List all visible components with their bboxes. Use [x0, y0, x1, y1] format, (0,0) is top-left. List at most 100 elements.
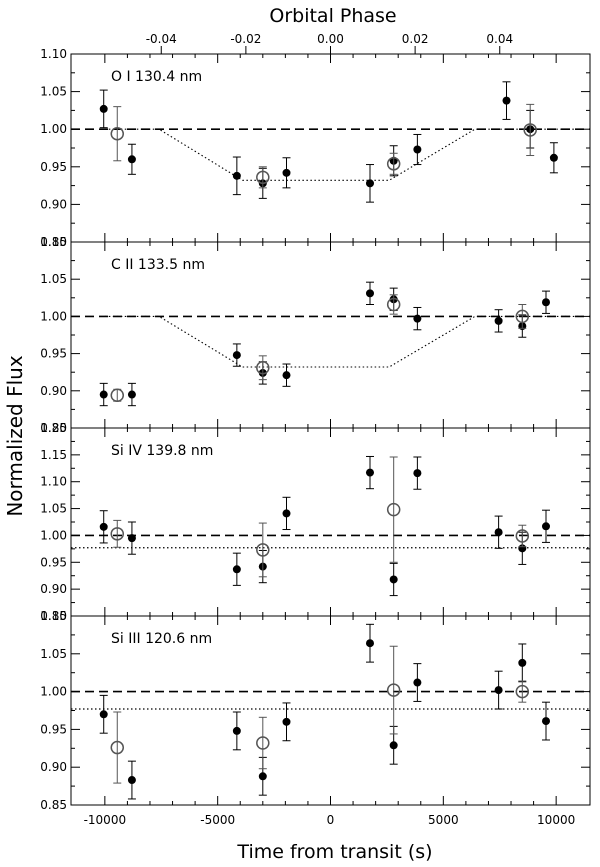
y-tick-label: 1.20 — [40, 421, 67, 435]
data-point — [365, 179, 374, 188]
y-tick-label: 0.95 — [40, 347, 67, 361]
data-point — [518, 658, 527, 667]
transit-model-line — [104, 128, 579, 181]
x-tick-label: -10000 — [84, 813, 127, 827]
x-tick-label: 0 — [327, 813, 335, 827]
data-point — [232, 726, 241, 735]
data-point — [258, 772, 267, 781]
top-axis-label: Orbital Phase — [269, 5, 396, 27]
top-tick-label: 0.04 — [486, 32, 513, 46]
panel-1: 0.85 0.90 0.95 1.00 1.05 1.10 O I 130.4 nm — [40, 47, 591, 249]
y-tick-label: 0.85 — [40, 798, 67, 812]
x-tick-label: 10000 — [537, 813, 575, 827]
panels: 0.850.900.951.001.051.10O I 130.4 nm0.85… — [40, 47, 591, 812]
data-point — [232, 565, 241, 574]
x-tick-label: -5000 — [200, 813, 235, 827]
data-point — [494, 686, 503, 695]
binned-point — [386, 502, 401, 517]
transit-model-line — [104, 315, 579, 368]
y-tick-label: 1.00 — [40, 309, 67, 323]
binned-point — [515, 684, 530, 699]
data-point — [282, 509, 291, 518]
y-tick-label: 1.05 — [40, 272, 67, 286]
y-tick-label: 1.15 — [40, 448, 67, 462]
binned-point — [110, 740, 125, 755]
y-tick-label: 1.05 — [40, 85, 67, 99]
top-phase-ticks: -0.04 -0.02 0.00 0.02 0.04 — [146, 32, 513, 54]
data-point — [365, 289, 374, 298]
data-point — [127, 390, 136, 399]
binned-point — [386, 157, 401, 171]
y-tick-label: 0.95 — [40, 722, 67, 736]
x-axis-label: Time from transit (s) — [236, 841, 432, 863]
data-point — [541, 717, 550, 726]
panel-title: Si IV 139.8 nm — [111, 443, 213, 459]
data-point — [99, 522, 108, 531]
panel-title: Si III 120.6 nm — [111, 631, 212, 647]
y-tick-label: 0.85 — [40, 609, 67, 623]
x-tick-label: 5000 — [428, 813, 459, 827]
binned-point — [386, 683, 401, 697]
y-tick-label: 1.10 — [40, 609, 67, 623]
binned-point — [110, 126, 125, 141]
y-axis-label: Normalized Flux — [3, 355, 27, 517]
data-point — [99, 390, 108, 399]
data-point — [541, 522, 550, 531]
data-point — [282, 168, 291, 177]
data-point — [232, 171, 241, 180]
y-tick-label: 1.10 — [40, 235, 67, 249]
data-point — [127, 776, 136, 785]
data-point — [282, 717, 291, 726]
data-point — [282, 371, 291, 380]
data-point — [413, 314, 422, 323]
binned-point — [386, 297, 401, 312]
y-tick-label: 1.05 — [40, 502, 67, 516]
binned-point — [256, 170, 270, 185]
y-tick-label: 0.90 — [40, 582, 67, 596]
data-point — [494, 316, 503, 325]
y-tick-label: 1.10 — [40, 475, 67, 489]
data-point — [365, 468, 374, 477]
top-tick-label: 0.00 — [317, 32, 344, 46]
binned-point — [515, 529, 530, 543]
data-point — [127, 534, 136, 543]
binned-point — [256, 543, 270, 557]
y-tick-label: 0.85 — [40, 235, 67, 249]
data-point — [389, 741, 398, 750]
panel-2: 0.85 0.90 0.95 1.00 1.05 1.10 C II 133.5 nm — [40, 235, 591, 435]
panel-title: C II 133.5 nm — [111, 257, 205, 273]
data-point — [232, 351, 241, 360]
data-point — [365, 639, 374, 648]
binned-point — [523, 123, 537, 137]
panel-4: 0.85 0.90 0.95 1.00 1.05 1.10 Si III 120.6 nm — [40, 609, 591, 812]
data-point — [99, 710, 108, 719]
bottom-time-ticks: -10000 -5000 0 5000 10000 — [84, 813, 576, 827]
binned-point — [110, 388, 125, 403]
data-point — [127, 155, 136, 164]
top-tick-label: -0.04 — [146, 32, 177, 46]
data-point — [502, 96, 511, 105]
y-tick-label: 0.90 — [40, 760, 67, 774]
panel-title: O I 130.4 nm — [111, 69, 202, 85]
data-point — [413, 678, 422, 687]
binned-point — [256, 360, 270, 375]
y-tick-label: 0.95 — [40, 160, 67, 174]
top-tick-label: -0.02 — [230, 32, 261, 46]
y-tick-label: 0.95 — [40, 555, 67, 569]
data-point — [413, 469, 422, 478]
binned-point — [256, 736, 270, 750]
binned-point — [110, 527, 125, 541]
data-point — [541, 298, 550, 307]
y-tick-label: 1.00 — [40, 122, 67, 136]
data-point — [389, 575, 398, 584]
y-tick-label: 0.85 — [40, 421, 67, 435]
y-tick-label: 0.90 — [40, 197, 67, 211]
data-point — [549, 153, 558, 162]
data-point — [99, 104, 108, 113]
y-tick-label: 1.00 — [40, 528, 67, 542]
binned-point — [515, 309, 530, 324]
top-tick-label: 0.02 — [402, 32, 429, 46]
y-tick-label: 1.10 — [40, 47, 67, 61]
data-point — [494, 528, 503, 537]
